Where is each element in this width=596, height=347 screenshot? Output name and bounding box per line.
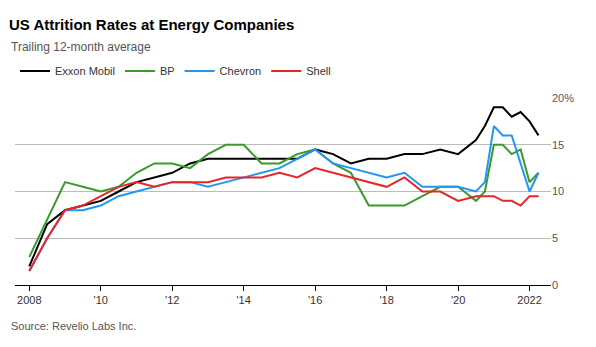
svg-text:2022: 2022: [517, 294, 541, 306]
svg-text:'16: '16: [308, 294, 322, 306]
svg-text:'10: '10: [94, 294, 108, 306]
svg-text:US Attrition Rates at Energy C: US Attrition Rates at Energy Companies: [9, 16, 294, 33]
svg-text:Trailing 12-month average: Trailing 12-month average: [11, 40, 151, 54]
svg-text:'20: '20: [451, 294, 465, 306]
svg-text:'14: '14: [237, 294, 251, 306]
svg-text:5: 5: [552, 232, 558, 244]
svg-text:BP: BP: [160, 65, 175, 77]
svg-text:10: 10: [552, 185, 564, 197]
svg-text:20%: 20%: [552, 92, 574, 104]
svg-text:15: 15: [552, 139, 564, 151]
svg-text:0: 0: [552, 279, 558, 291]
svg-text:Chevron: Chevron: [220, 65, 262, 77]
svg-text:'18: '18: [379, 294, 393, 306]
svg-text:Shell: Shell: [306, 65, 330, 77]
svg-text:2008: 2008: [17, 294, 41, 306]
svg-text:Exxon Mobil: Exxon Mobil: [55, 65, 115, 77]
svg-text:Source: Revelio Labs Inc.: Source: Revelio Labs Inc.: [11, 320, 136, 332]
svg-text:'12: '12: [165, 294, 179, 306]
